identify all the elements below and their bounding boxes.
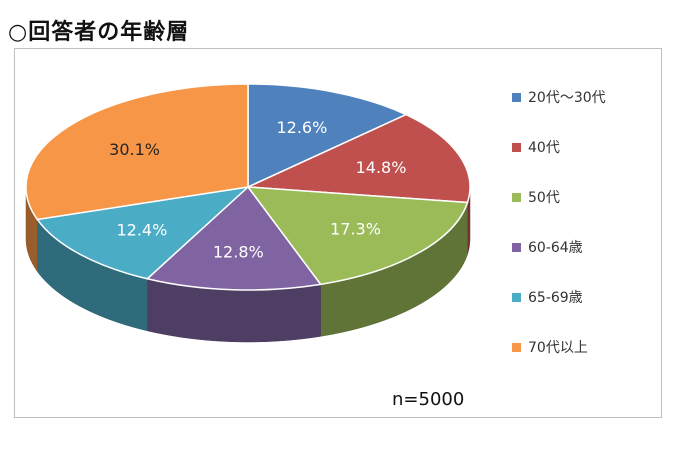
chart-legend: 20代～30代 40代 50代 60-64歳 65-69歳 70代以上 (512, 90, 606, 390)
legend-item: 40代 (512, 140, 606, 156)
pie-value-label-5: 30.1% (109, 140, 160, 159)
legend-item: 65-69歳 (512, 290, 606, 306)
pie-value-label-3: 12.8% (213, 243, 264, 262)
legend-label: 65-69歳 (528, 290, 583, 306)
legend-label: 60-64歳 (528, 240, 583, 256)
pie-slice-4 (35, 185, 251, 280)
legend-label: 40代 (528, 140, 560, 156)
legend-swatch (512, 92, 521, 102)
legend-label: 70代以上 (528, 340, 588, 356)
legend-label: 20代～30代 (528, 90, 606, 106)
legend-item: 70代以上 (512, 340, 606, 356)
sample-size-annotation: n=5000 (392, 389, 465, 410)
pie-slice-1 (247, 113, 471, 204)
pie-value-label-4: 12.4% (116, 220, 167, 239)
pie-slice-3 (145, 185, 322, 291)
legend-item: 50代 (512, 190, 606, 206)
legend-swatch (512, 192, 521, 202)
legend-swatch (512, 242, 521, 252)
pie-slice-0 (247, 83, 408, 189)
page-title: ○回答者の年齢層 (8, 20, 190, 45)
legend-swatch (512, 342, 521, 352)
legend-item: 20代～30代 (512, 90, 606, 106)
pie-value-label-1: 14.8% (356, 158, 407, 177)
pie-slice-5 (25, 83, 249, 221)
legend-swatch (512, 292, 521, 302)
legend-swatch (512, 142, 521, 152)
pie-value-label-0: 12.6% (276, 118, 327, 137)
pie-value-label-2: 17.3% (330, 220, 381, 239)
legend-label: 50代 (528, 190, 560, 206)
legend-item: 60-64歳 (512, 240, 606, 256)
